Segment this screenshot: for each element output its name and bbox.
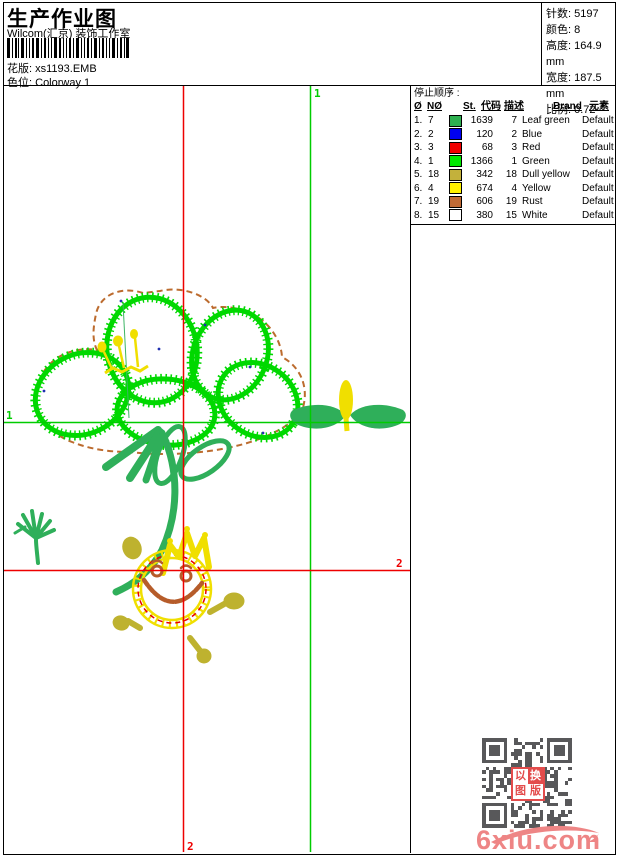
color-swatch [449, 155, 462, 168]
header-divider [541, 2, 542, 86]
stat-height: 高度: 164.9 mm [546, 40, 602, 68]
travel-stitch [122, 302, 130, 419]
col-stop: Ø [414, 101, 422, 112]
colorway-row: 色位: Colorway 1 [7, 74, 90, 90]
page-border [3, 2, 616, 855]
sun-face [112, 526, 245, 664]
qr-seal: 以 换 图 版 [511, 767, 545, 801]
start-marker-left: 1 [6, 409, 13, 422]
stat-width: 宽度: 187.5 mm [546, 72, 602, 100]
color-swatch [449, 195, 462, 208]
col-needle: NØ [427, 101, 442, 112]
colorway-label: 色位: [7, 77, 33, 89]
color-swatch [449, 114, 462, 127]
color-swatch [449, 128, 462, 141]
seal-char: 版 [530, 785, 541, 797]
table-row: 6. 4 674 4 Yellow Default [414, 182, 614, 195]
pattern-value: xs1193.EMB [35, 63, 97, 75]
color-swatch [449, 209, 462, 222]
stat-stitches: 针数: 5197 [546, 8, 599, 20]
col-description: 描述 [504, 101, 524, 112]
seal-char: 以 [515, 770, 526, 782]
left-sprig [13, 509, 56, 565]
barcode-graphic [7, 38, 129, 58]
table-row: 3. 3 68 3 Red Default [414, 141, 614, 154]
color-sequence-table: 停止顺序 : Ø NØ St. 代码 描述 Brand 元素 1. 7 1639 7… [411, 87, 616, 222]
right-sprig [290, 380, 406, 432]
seal-char: 换 [528, 769, 543, 784]
table-row: 5. 18 342 18 Dull yellow Default [414, 168, 614, 181]
seal-char: 图 [515, 785, 526, 797]
table-title: 停止顺序 : [414, 88, 460, 99]
table-row: 1. 7 1639 7 Leaf green Default [414, 114, 614, 127]
col-stitches: St. [463, 101, 476, 112]
flower-design [30, 288, 306, 596]
table-row: 4. 1 1366 1 Green Default [414, 155, 614, 168]
table-bottom-rule [410, 224, 616, 225]
watermark-swoosh [491, 825, 599, 844]
col-code: 代码 [481, 101, 501, 112]
stat-scale: 比例: 0.72 [546, 104, 596, 116]
tack-dots [42, 299, 265, 435]
table-row: 2. 2 120 2 Blue Default [414, 128, 614, 141]
stem-and-sepals [102, 424, 232, 596]
pattern-label: 花版: [7, 63, 33, 75]
red-guide-circle [137, 554, 207, 624]
color-swatch [449, 141, 462, 154]
barcode [7, 38, 129, 58]
end-marker-bottom: 2 [187, 840, 194, 852]
watermark-text: 6xiu.com [476, 825, 602, 855]
stat-colors: 颜色: 8 [546, 24, 581, 36]
table-row: 8. 15 380 15 White Default [414, 209, 614, 222]
colorway-value: Colorway 1 [35, 77, 91, 89]
col-elements: 元素 [589, 101, 609, 112]
studio-name: Wilcom(汇京) 装饰工作室 [7, 28, 131, 40]
start-marker-top: 1 [314, 87, 321, 100]
table-header: Ø NØ St. 代码 描述 Brand 元素 [411, 100, 616, 114]
table-row: 7. 19 606 19 Rust Default [414, 195, 614, 208]
crown [160, 526, 212, 576]
color-swatch [449, 182, 462, 195]
registration-grid: 1 1 2 2 [4, 86, 410, 852]
stamens [97, 329, 149, 375]
stats-box: 针数: 5197 颜色: 8 高度: 164.9 mm 宽度: 187.5 mm… [546, 6, 620, 118]
page-title: 生产作业图 [7, 8, 117, 31]
end-marker-right: 2 [396, 557, 403, 570]
header-bottom-rule [3, 85, 615, 86]
main-divider [410, 86, 411, 853]
col-brand: Brand [553, 101, 582, 112]
color-swatch [449, 168, 462, 181]
pattern-row: 花版: xs1193.EMB [7, 60, 97, 76]
design-canvas: 1 1 2 2 [4, 86, 410, 852]
